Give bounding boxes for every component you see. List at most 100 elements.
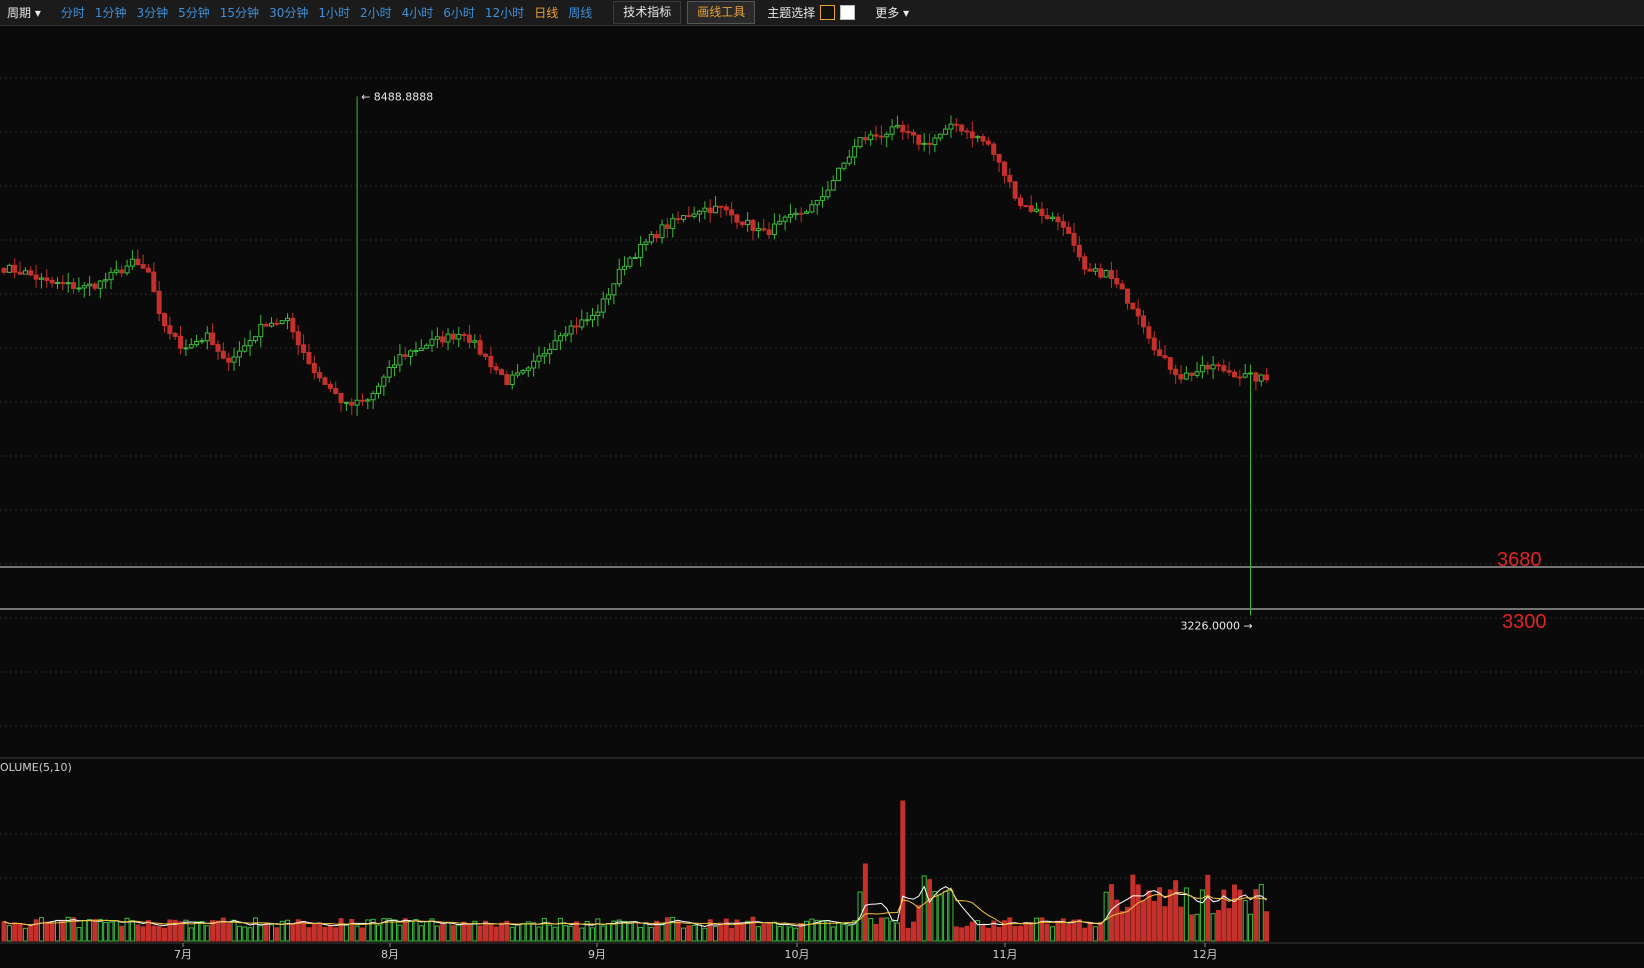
period-tab-fenshi[interactable]: 分时 <box>60 6 85 20</box>
candle-body <box>771 223 777 236</box>
more-dropdown[interactable]: 更多 ▾ <box>875 6 910 20</box>
period-dropdown[interactable]: 周期 ▾ <box>7 6 41 20</box>
candle-body <box>135 258 141 266</box>
volume-bar <box>279 920 285 942</box>
volume-bar <box>306 927 312 942</box>
candle-body <box>1018 197 1023 207</box>
volume-bar <box>648 927 654 942</box>
volume-bar <box>547 924 553 942</box>
candle-body <box>504 374 510 385</box>
volume-bar <box>167 919 173 942</box>
drawing-tools-button[interactable]: 画线工具 <box>687 1 756 24</box>
candle-body <box>397 354 403 366</box>
volume-bar <box>782 924 788 942</box>
candle-body <box>975 136 981 139</box>
candle-body <box>194 340 200 346</box>
period-tab-12h[interactable]: 12小时 <box>484 6 525 20</box>
volume-bar <box>985 927 991 942</box>
period-tab-1m[interactable]: 1分钟 <box>94 6 127 20</box>
period-tab-2h[interactable]: 2小时 <box>359 6 392 20</box>
candle-body <box>1151 337 1157 351</box>
candle-body <box>1039 208 1045 216</box>
volume-bar <box>376 924 381 942</box>
candle-body <box>852 146 858 158</box>
candle-body <box>820 196 826 201</box>
volume-bar <box>1162 906 1168 942</box>
volume-bar <box>659 923 665 942</box>
volume-bar <box>557 917 563 942</box>
candle-body <box>65 282 71 285</box>
volume-bar <box>1082 927 1088 942</box>
volume-bar <box>573 921 579 942</box>
period-tab-1h[interactable]: 1小时 <box>318 6 350 20</box>
candle-body <box>579 319 585 328</box>
candle-body <box>1114 277 1120 285</box>
volume-bar <box>252 917 258 942</box>
volume-bar <box>231 919 237 942</box>
volume-bar <box>81 919 87 942</box>
volume-bar <box>258 924 264 942</box>
candle-body <box>365 399 371 402</box>
volume-bar <box>22 927 28 942</box>
period-tab-30m[interactable]: 30分钟 <box>269 6 309 20</box>
period-tab-weekly[interactable]: 周线 <box>568 6 593 20</box>
candle-body <box>97 280 103 289</box>
candle-body <box>761 228 767 231</box>
theme-select-label: 主题选择 <box>767 6 816 20</box>
candle-body <box>279 320 285 324</box>
candle-body <box>1076 244 1082 258</box>
level-label-3680: 3680 <box>1497 549 1542 571</box>
volume-bar <box>590 927 595 942</box>
volume-bar <box>477 925 483 942</box>
volume-bar <box>729 927 735 942</box>
volume-bar <box>199 920 205 942</box>
candle-body <box>349 401 355 406</box>
candle-body <box>547 348 553 355</box>
period-tab-5m[interactable]: 5分钟 <box>178 6 210 20</box>
candle-body <box>691 213 697 217</box>
candle-body <box>1221 365 1227 372</box>
price-chart[interactable]: ← 8488.8888 3226.0000 → 3680 3300 OLUME(… <box>0 26 1644 968</box>
volume-bar <box>359 927 365 942</box>
period-tab-4h[interactable]: 4小时 <box>401 6 434 20</box>
volume-bar <box>600 925 606 942</box>
volume-bar <box>889 920 895 942</box>
volume-bar <box>162 927 167 942</box>
candle-body <box>199 340 205 343</box>
volume-bar <box>878 917 884 942</box>
period-tab-6h[interactable]: 6小时 <box>443 6 475 20</box>
candle-body <box>87 283 93 287</box>
volume-moving-averages <box>3 885 1267 927</box>
period-tab-15m[interactable]: 15分钟 <box>219 6 260 20</box>
technical-indicators-button[interactable]: 技术指标 <box>613 1 682 24</box>
candle-body <box>873 134 879 137</box>
candle-body <box>376 385 381 394</box>
horizontal-levels[interactable] <box>0 566 1644 610</box>
volume-bar <box>1221 889 1227 942</box>
candle-body <box>857 137 863 148</box>
volume-bar <box>520 923 526 942</box>
candle-body <box>670 218 676 229</box>
candle-body <box>787 214 793 218</box>
candle-body <box>509 374 515 385</box>
candle-body <box>418 347 424 352</box>
volume-bar <box>654 920 660 942</box>
period-tab-daily[interactable]: 日线 <box>534 6 559 20</box>
candle-body <box>12 264 18 273</box>
period-tab-3m[interactable]: 3分钟 <box>136 6 169 20</box>
candle-body <box>1098 268 1104 278</box>
dark-theme-swatch[interactable] <box>820 5 836 20</box>
volume-bar <box>1007 917 1013 942</box>
volume-bar <box>1232 884 1237 942</box>
volume-bar <box>145 920 151 942</box>
volume-bar <box>616 919 622 942</box>
volume-bar <box>830 926 836 942</box>
candle-body <box>713 205 719 214</box>
candle-body <box>1173 368 1179 376</box>
light-theme-swatch[interactable] <box>840 5 856 20</box>
grid-lines <box>0 77 1644 879</box>
candle-body <box>921 142 927 145</box>
volume-bar <box>269 924 274 942</box>
volume-bar <box>1167 889 1173 942</box>
volume-bar <box>204 925 210 942</box>
